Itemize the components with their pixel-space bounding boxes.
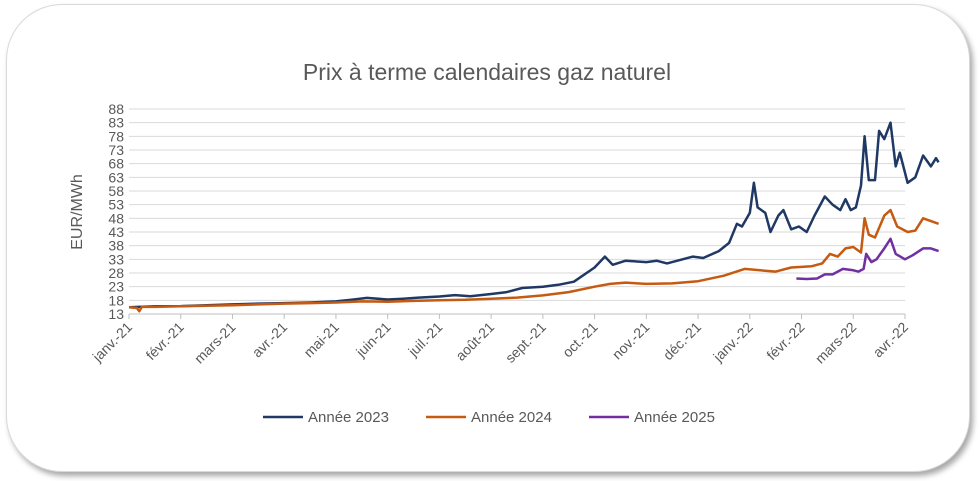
x-tick-label: oct.-21: [559, 319, 601, 361]
y-tick-label: 28: [108, 265, 124, 281]
y-tick-label: 78: [108, 128, 124, 144]
x-tick-label: août-21: [452, 319, 497, 364]
chart-frame: [6, 4, 970, 472]
legend-label: Année 2025: [634, 409, 715, 426]
x-tick-label: mars-22: [812, 319, 860, 367]
x-tick-label: nov.-21: [609, 319, 653, 363]
y-tick-label: 73: [108, 142, 124, 158]
legend: Année 2023 Année 2024 Année 2025: [263, 409, 715, 426]
y-tick-label: 18: [108, 292, 124, 308]
y-tick-label: 13: [108, 306, 124, 322]
y-tick-label: 63: [108, 169, 124, 185]
legend-label: Année 2023: [308, 409, 389, 426]
series-lines: [128, 121, 940, 313]
x-tick-label: sept.-21: [502, 319, 549, 366]
x-tick-label: janv.-21: [89, 319, 136, 366]
y-tick-label: 33: [108, 251, 124, 267]
y-tick-label: 58: [108, 183, 124, 199]
x-tick-label: avr.-21: [249, 319, 291, 361]
chart-title: Prix à terme calendaires gaz naturel: [303, 59, 671, 85]
x-tick-label: avr.-22: [870, 319, 912, 361]
y-tick-label: 68: [108, 156, 124, 172]
y-tick-label: 53: [108, 197, 124, 213]
legend-label: Année 2024: [471, 409, 552, 426]
x-tick-label: mars-21: [191, 319, 239, 367]
y-tick-label: 88: [108, 101, 124, 117]
x-tick-label: janv.-22: [709, 319, 756, 366]
x-tick-label: déc.-21: [660, 319, 704, 363]
y-tick-label: 48: [108, 210, 124, 226]
gridlines: [128, 108, 906, 319]
y-tick-label: 43: [108, 224, 124, 240]
series-line-1: [128, 121, 940, 309]
x-tick-label: févr.-22: [763, 319, 807, 363]
x-tick-label: juil.-21: [404, 319, 445, 360]
y-tick-label: 38: [108, 238, 124, 254]
x-tick-labels: janv.-21 févr.-21 mars-21 avr.-21 mai-21 juin…: [89, 319, 912, 367]
y-tick-label: 83: [108, 115, 124, 131]
y-tick-label: 23: [108, 279, 124, 295]
x-tick-label: févr.-21: [143, 319, 187, 363]
x-tick-label: juin-21: [352, 319, 394, 361]
series-line-2: [128, 208, 940, 313]
series-line-3: [796, 237, 940, 281]
x-tick-label: mai-21: [300, 319, 342, 361]
y-axis-label: EUR/MWh: [69, 174, 86, 250]
